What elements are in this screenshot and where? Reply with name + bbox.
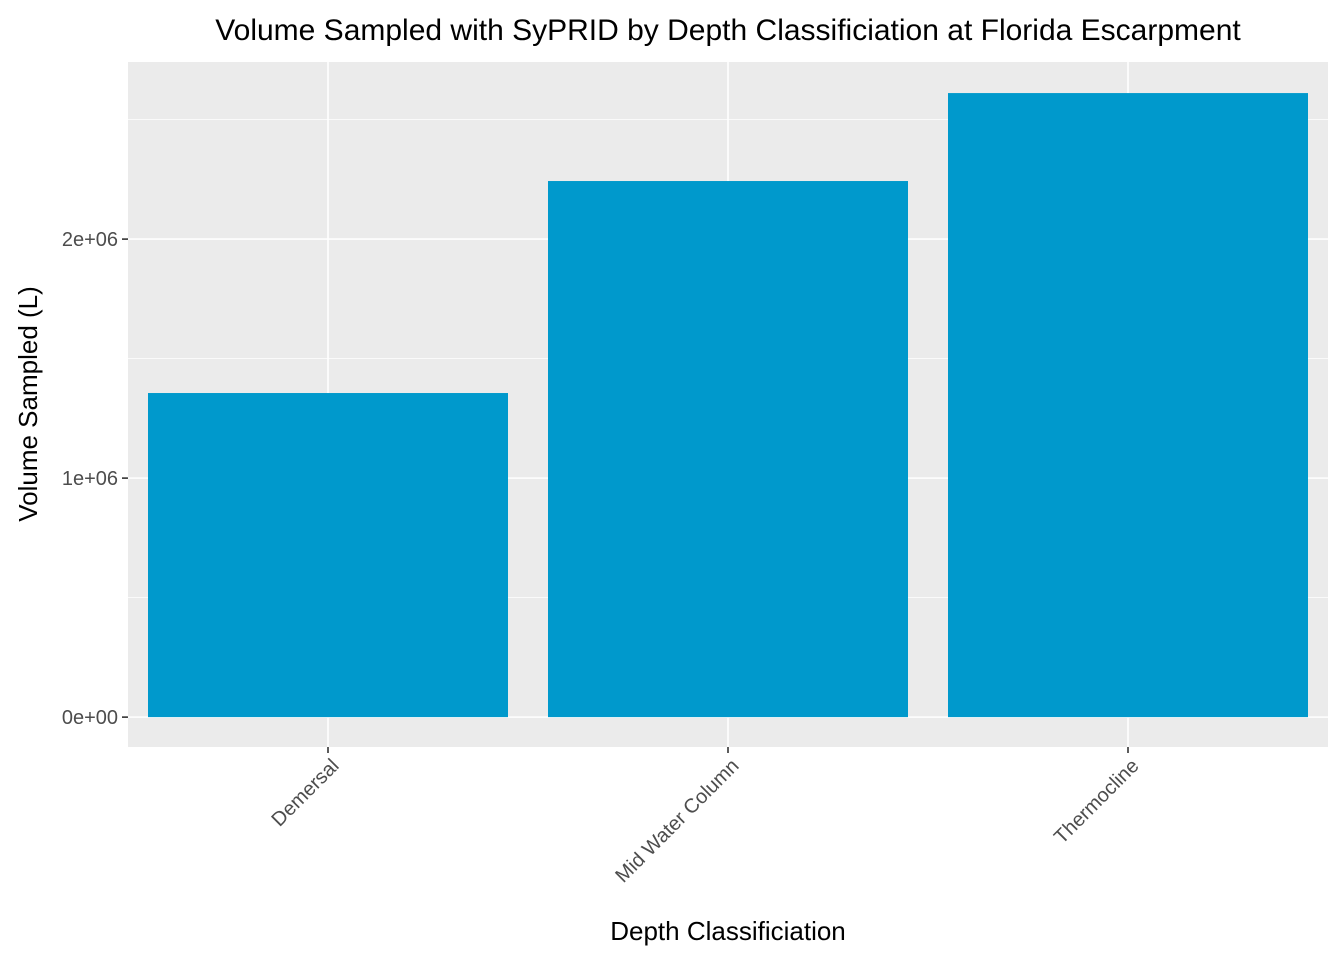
- y-tick-label: 1e+06: [62, 468, 118, 490]
- bar-thermocline: [948, 93, 1308, 718]
- y-tick-label: 0e+00: [62, 707, 118, 729]
- y-tick-label: 2e+06: [62, 229, 118, 251]
- bar-mid-water-column: [548, 181, 908, 718]
- x-tick-label: Demersal: [267, 755, 343, 831]
- chart-title: Volume Sampled with SyPRID by Depth Clas…: [215, 14, 1241, 47]
- x-axis-title: Depth Classificiation: [610, 916, 846, 946]
- bar-demersal: [148, 393, 508, 718]
- x-tick-label: Mid Water Column: [611, 755, 743, 887]
- x-tick-label: Thermocline: [1050, 755, 1143, 848]
- y-axis-title: Volume Sampled (L): [13, 286, 43, 522]
